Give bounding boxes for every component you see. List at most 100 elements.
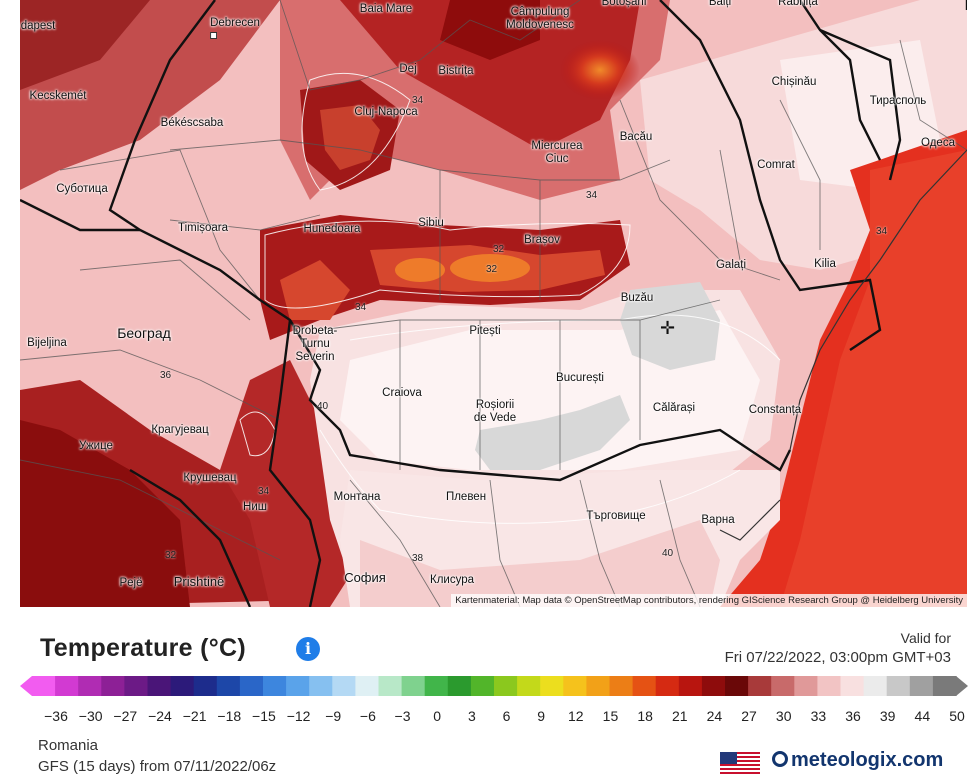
place-bekescsaba[interactable]: Békéscsaba — [160, 117, 224, 129]
scale-swatch — [540, 676, 564, 696]
scale-swatch — [932, 676, 957, 696]
isotherm-label: 40 — [662, 548, 674, 559]
place-krusevac[interactable]: Крушевац — [183, 472, 237, 484]
place-klisura[interactable]: Клисура — [430, 574, 474, 586]
place-tiraspol[interactable]: Тирасполь — [869, 95, 927, 107]
place-subotica[interactable]: Суботица — [56, 183, 108, 195]
place-botosani[interactable]: Botoșani — [601, 0, 647, 8]
scale-tick-label: 21 — [671, 708, 688, 724]
scale-swatch — [863, 676, 888, 696]
isotherm-label: 34 — [586, 190, 598, 201]
scale-swatch — [494, 676, 518, 696]
scale-swatch — [401, 676, 426, 696]
scale-tick-label: −9 — [325, 708, 342, 724]
place-craiova[interactable]: Craiova — [382, 387, 422, 399]
place-drobeta[interactable]: Drobeta- Turnu Severin — [292, 325, 338, 363]
place-odesa[interactable]: Одеса — [921, 137, 955, 149]
place-constanta[interactable]: Constanța — [748, 404, 802, 416]
place-debrecen[interactable]: Debrecen — [210, 17, 260, 43]
place-kragujevac[interactable]: Крагујевац — [151, 424, 209, 436]
place-miercurea-ciuc[interactable]: Miercurea Ciuc — [531, 140, 583, 165]
scale-swatch — [586, 676, 611, 696]
place-kilia[interactable]: Kilia — [814, 258, 836, 270]
place-rosiorii[interactable]: Roșiorii de Vede — [473, 399, 517, 424]
scale-swatch — [32, 676, 56, 696]
place-uzice[interactable]: Ужице — [79, 440, 113, 452]
place-pitesti[interactable]: Pitești — [469, 325, 501, 337]
place-montana[interactable]: Монтана — [333, 491, 381, 503]
scale-swatch — [170, 676, 195, 696]
place-sibiu[interactable]: Sibiu — [418, 217, 444, 229]
temperature-field — [20, 0, 967, 607]
place-kecskemet[interactable]: Kecskemét — [29, 90, 87, 102]
place-campulung[interactable]: Câmpulung Moldovenesc — [506, 6, 574, 31]
scale-swatch — [725, 676, 749, 696]
scale-swatch — [563, 676, 587, 696]
place-bijeljina[interactable]: Bijeljina — [27, 337, 67, 349]
place-galati[interactable]: Galați — [715, 259, 747, 271]
isotherm-label: 32 — [486, 264, 498, 275]
place-timisoara[interactable]: Timișoara — [177, 222, 229, 234]
place-prishtine[interactable]: Prishtinë — [173, 574, 225, 589]
place-pleven[interactable]: Плевен — [445, 491, 487, 503]
place-bistrita[interactable]: Bistrița — [438, 65, 474, 77]
place-balti[interactable]: Bălți — [708, 0, 732, 8]
scale-swatch — [101, 676, 125, 696]
model-label: GFS (15 days) from 07/11/2022/06z — [38, 758, 277, 775]
isotherm-label: 36 — [160, 370, 172, 381]
place-buzau[interactable]: Buzău — [620, 292, 654, 304]
scale-tick-label: 12 — [568, 708, 584, 724]
scale-swatch — [239, 676, 264, 696]
temperature-map[interactable]: ✛ dapest Debrecen Baia Mare Câmpulung Mo… — [20, 0, 967, 607]
crosshair-icon: ✛ — [660, 318, 676, 338]
place-hunedoara[interactable]: Hunedoara — [303, 223, 361, 235]
brand-logo[interactable]: meteologix.com — [772, 749, 943, 772]
scale-tick-label: 39 — [879, 708, 896, 724]
place-nis[interactable]: Ниш — [243, 501, 267, 513]
scale-swatch — [309, 676, 333, 696]
scale-tick-label: −6 — [359, 708, 376, 724]
scale-tick-label: 30 — [775, 708, 792, 724]
scale-swatch — [771, 676, 795, 696]
place-comrat[interactable]: Comrat — [757, 159, 795, 171]
place-bucuresti[interactable]: București — [556, 372, 604, 384]
place-chisinau[interactable]: Chișinău — [771, 76, 817, 88]
scale-swatch — [78, 676, 102, 696]
place-peje[interactable]: Pejë — [119, 577, 143, 589]
scale-tick-label: −36 — [44, 708, 68, 724]
place-sofia[interactable]: София — [344, 570, 386, 585]
isotherm-label: 32 — [493, 244, 505, 255]
place-ribnita[interactable]: Râbnița — [778, 0, 818, 8]
valid-datetime: Fri 07/22/2022, 03:00pm GMT+03 — [724, 649, 951, 666]
scale-swatch — [632, 676, 657, 696]
place-bacau[interactable]: Bacău — [619, 131, 653, 143]
isotherm-label: 34 — [258, 486, 270, 497]
scale-tick-label: 50 — [949, 708, 965, 724]
place-baia-mare[interactable]: Baia Mare — [359, 3, 413, 15]
isotherm-label: 34 — [355, 302, 367, 313]
place-dej[interactable]: Dej — [399, 63, 417, 75]
place-beograd[interactable]: Београд — [117, 325, 171, 341]
scale-swatch — [701, 676, 726, 696]
scale-tick-label: −30 — [78, 708, 103, 724]
place-calarasi[interactable]: Călărași — [652, 402, 696, 414]
scale-tick-label: −3 — [394, 708, 411, 724]
scale-swatch — [517, 676, 541, 696]
scale-swatch — [840, 676, 865, 696]
scale-tick-label: 27 — [741, 708, 757, 724]
place-varna[interactable]: Варна — [701, 514, 735, 526]
scale-swatch — [817, 676, 842, 696]
scale-swatch — [263, 676, 287, 696]
place-targovishte[interactable]: Търговище — [586, 510, 646, 522]
place-cluj[interactable]: Cluj-Napoca — [354, 106, 418, 118]
valid-for-label: Valid for — [900, 630, 951, 646]
isotherm-label: 40 — [317, 401, 329, 412]
brand-mark-icon — [772, 751, 788, 767]
scale-swatch — [678, 676, 703, 696]
scale-tick-label: 33 — [810, 708, 827, 724]
place-budapest[interactable]: dapest — [20, 20, 56, 32]
info-icon[interactable]: i — [296, 637, 320, 661]
scale-swatch — [55, 676, 79, 696]
place-brasov[interactable]: Brașov — [524, 234, 560, 246]
us-flag-icon[interactable] — [720, 752, 760, 774]
